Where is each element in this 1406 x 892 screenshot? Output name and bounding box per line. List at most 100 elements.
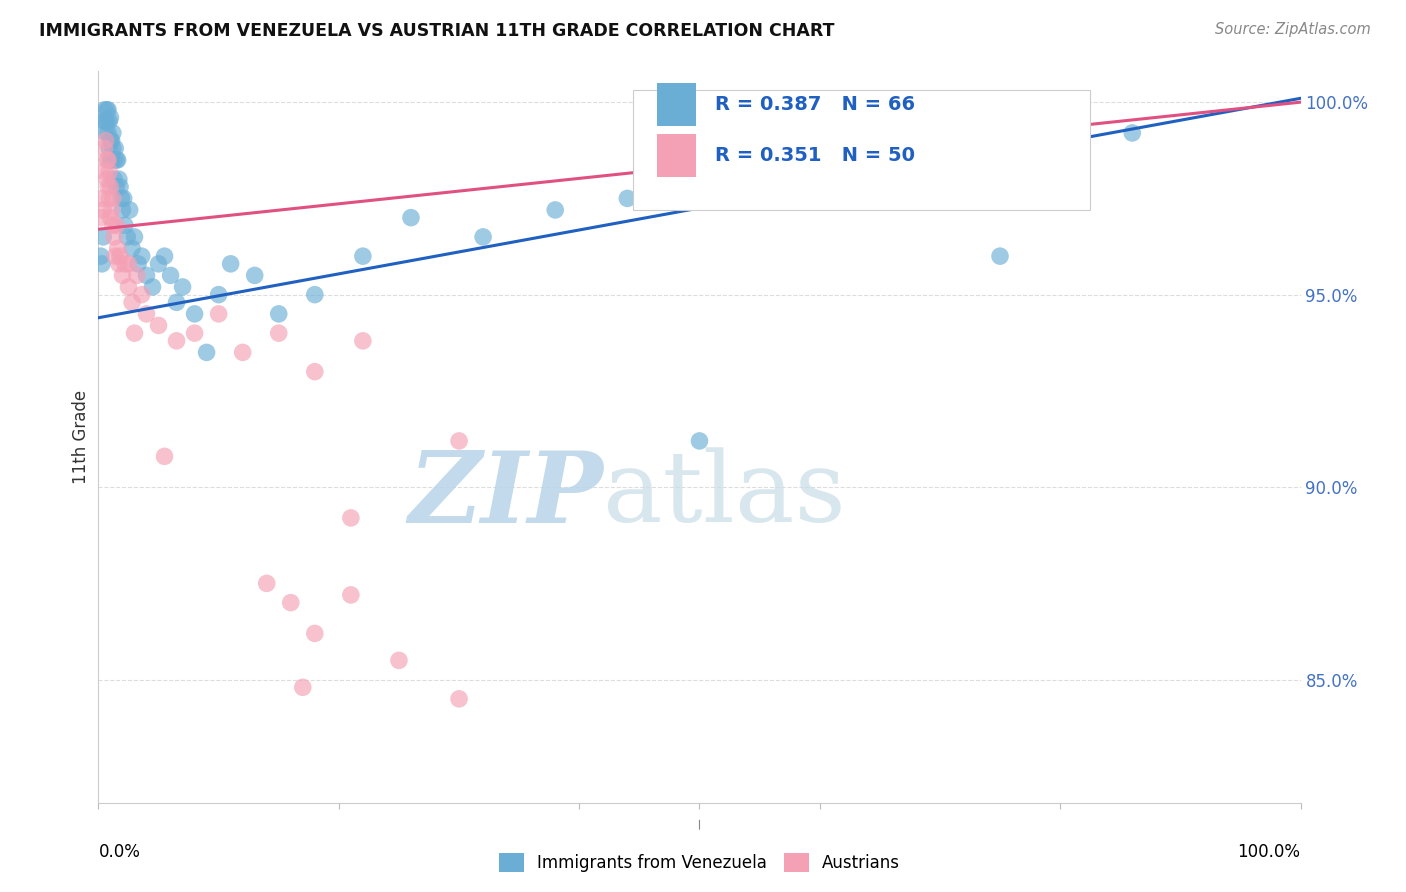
Legend: Immigrants from Venezuela, Austrians: Immigrants from Venezuela, Austrians bbox=[492, 846, 907, 879]
Text: IMMIGRANTS FROM VENEZUELA VS AUSTRIAN 11TH GRADE CORRELATION CHART: IMMIGRANTS FROM VENEZUELA VS AUSTRIAN 11… bbox=[39, 22, 835, 40]
Point bbox=[91, 230, 114, 244]
Point bbox=[280, 596, 302, 610]
Point bbox=[105, 179, 128, 194]
Point bbox=[148, 318, 170, 333]
Point bbox=[208, 287, 231, 301]
Point bbox=[100, 153, 122, 167]
Point bbox=[166, 295, 188, 310]
Point bbox=[125, 268, 148, 283]
Point bbox=[243, 268, 266, 283]
Point bbox=[97, 126, 120, 140]
Point bbox=[267, 307, 290, 321]
Point bbox=[114, 257, 136, 271]
Point bbox=[96, 172, 118, 186]
FancyBboxPatch shape bbox=[658, 135, 696, 178]
Point bbox=[153, 249, 176, 263]
Point bbox=[96, 103, 118, 117]
Point bbox=[97, 153, 120, 167]
Point bbox=[544, 202, 567, 217]
Point bbox=[104, 141, 127, 155]
Point bbox=[108, 257, 131, 271]
Point bbox=[141, 280, 163, 294]
Text: 100.0%: 100.0% bbox=[1237, 843, 1301, 861]
Point bbox=[267, 326, 290, 340]
Point bbox=[94, 134, 117, 148]
Point bbox=[114, 219, 136, 233]
Point bbox=[108, 249, 131, 263]
Point bbox=[135, 307, 157, 321]
Point bbox=[100, 111, 122, 125]
Point bbox=[689, 434, 711, 448]
Point bbox=[100, 134, 122, 148]
Point bbox=[112, 191, 135, 205]
Point bbox=[117, 257, 139, 271]
Point bbox=[100, 202, 122, 217]
Point bbox=[100, 211, 122, 225]
Point bbox=[689, 172, 711, 186]
Point bbox=[121, 295, 143, 310]
Point bbox=[101, 219, 124, 233]
Point bbox=[105, 153, 128, 167]
Point bbox=[94, 126, 117, 140]
Point bbox=[108, 179, 131, 194]
Point bbox=[127, 257, 149, 271]
Point bbox=[91, 257, 114, 271]
Point bbox=[105, 219, 128, 233]
Point bbox=[91, 191, 114, 205]
Point bbox=[121, 242, 143, 256]
Point bbox=[103, 230, 125, 244]
Point bbox=[340, 511, 363, 525]
Point bbox=[107, 153, 129, 167]
Point bbox=[832, 179, 855, 194]
Point bbox=[110, 191, 132, 205]
Point bbox=[96, 114, 118, 128]
Point bbox=[103, 172, 125, 186]
Point bbox=[1121, 126, 1143, 140]
Point bbox=[131, 287, 153, 301]
Point bbox=[153, 450, 176, 464]
Point bbox=[183, 326, 205, 340]
Point bbox=[219, 257, 242, 271]
Point bbox=[98, 164, 121, 178]
Point bbox=[988, 249, 1011, 263]
Point bbox=[124, 326, 146, 340]
Point bbox=[100, 153, 122, 167]
Point bbox=[977, 134, 1000, 148]
Point bbox=[111, 202, 134, 217]
Point bbox=[97, 103, 120, 117]
Point bbox=[447, 434, 470, 448]
Point bbox=[100, 134, 122, 148]
Point bbox=[131, 249, 153, 263]
Point bbox=[340, 588, 363, 602]
Point bbox=[101, 126, 124, 140]
Point bbox=[124, 230, 146, 244]
Point bbox=[399, 211, 422, 225]
Point bbox=[183, 307, 205, 321]
Point bbox=[761, 153, 783, 167]
Point bbox=[100, 179, 122, 194]
Point bbox=[93, 164, 115, 178]
Point bbox=[90, 211, 112, 225]
Point bbox=[352, 249, 374, 263]
Point bbox=[93, 103, 115, 117]
Point bbox=[172, 280, 194, 294]
Point bbox=[118, 202, 141, 217]
Point bbox=[97, 179, 120, 194]
Point bbox=[93, 141, 115, 155]
Point bbox=[232, 345, 254, 359]
Point bbox=[98, 141, 121, 155]
Point bbox=[904, 153, 927, 167]
Point bbox=[111, 268, 134, 283]
Point bbox=[103, 153, 125, 167]
FancyBboxPatch shape bbox=[633, 90, 1090, 211]
Point bbox=[108, 172, 131, 186]
Point bbox=[256, 576, 278, 591]
Text: R = 0.351   N = 50: R = 0.351 N = 50 bbox=[716, 146, 915, 165]
Point bbox=[447, 691, 470, 706]
Point bbox=[96, 153, 118, 167]
Y-axis label: 11th Grade: 11th Grade bbox=[72, 390, 90, 484]
Point bbox=[616, 191, 638, 205]
Text: R = 0.387   N = 66: R = 0.387 N = 66 bbox=[716, 95, 915, 114]
Point bbox=[148, 257, 170, 271]
Point bbox=[304, 287, 326, 301]
